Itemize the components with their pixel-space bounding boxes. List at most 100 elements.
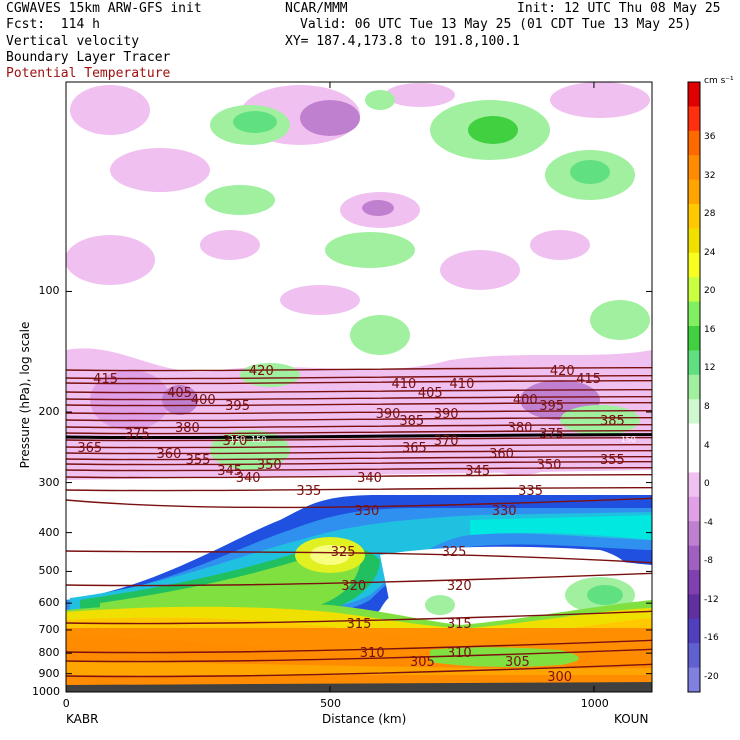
theta-contour-lines <box>66 366 652 678</box>
right-station-label: KOUN <box>614 712 649 726</box>
colorbar-label: -4 <box>704 517 713 528</box>
org-label: NCAR/MMM <box>285 1 348 16</box>
theta-contour <box>66 366 652 372</box>
blob <box>470 515 652 540</box>
blob <box>430 647 579 667</box>
model-title: CGWAVES 15km ARW-GFS init <box>6 1 202 16</box>
blob <box>550 82 650 118</box>
theta-contour <box>66 449 652 455</box>
contour-label: 370 <box>223 434 248 449</box>
contour-label: 340 <box>236 471 261 486</box>
blob <box>468 116 518 144</box>
colorbar-label: -12 <box>704 594 719 605</box>
y-tick-label: 600 <box>38 596 60 610</box>
contour-label: 385 <box>600 414 625 429</box>
contour-label: 150 <box>230 435 245 444</box>
colorbar-swatch <box>688 643 700 669</box>
contour-label: 305 <box>410 655 435 670</box>
x-tick-label: 1000 <box>580 697 609 710</box>
colorbar-label: 12 <box>704 363 716 374</box>
init-time: Init: 12 UTC Thu 08 May 25 <box>517 1 721 16</box>
field-vertical-velocity: Vertical velocity <box>6 34 140 49</box>
blob <box>233 111 277 133</box>
contour-label: 380 <box>508 421 533 436</box>
contour-label: 415 <box>93 372 118 387</box>
contour-label: 340 <box>357 471 382 486</box>
contour-label: 310 <box>360 646 385 661</box>
colorbar-frame <box>687 81 701 693</box>
colorbar-label: 4 <box>704 440 710 451</box>
contour-label: 365 <box>77 441 102 456</box>
colorbar-swatch <box>688 374 700 400</box>
theta-contour <box>66 486 652 492</box>
contour-label: 350 <box>537 458 562 473</box>
colorbar <box>687 81 701 693</box>
colorbar-swatch <box>688 252 700 278</box>
contour-label: 335 <box>518 484 543 499</box>
contour-label: 375 <box>539 427 564 442</box>
x-tick-label: 500 <box>320 697 342 710</box>
valid-time: Valid: 06 UTC Tue 13 May 25 (01 CDT Tue … <box>300 17 692 32</box>
colorbar-swatch <box>688 570 700 595</box>
contour-label: 350 <box>257 458 282 473</box>
colorbar-unit: cm s⁻¹ <box>704 76 734 86</box>
contour-label: 395 <box>539 399 564 414</box>
y-tick-label: 800 <box>38 646 60 660</box>
theta-contour <box>66 429 652 435</box>
contour-label: 320 <box>341 579 366 594</box>
theta-contour <box>66 550 652 564</box>
blob <box>70 85 150 135</box>
contour-label: 405 <box>418 386 443 401</box>
colorbar-label: 16 <box>704 324 716 335</box>
theta-contour <box>66 436 652 442</box>
contour-label: 420 <box>550 364 575 379</box>
blob <box>200 230 260 260</box>
colorbar-swatch <box>688 448 700 473</box>
blob <box>560 405 640 435</box>
blob <box>365 90 395 110</box>
contour-label: 415 <box>576 372 601 387</box>
colorbar-swatch <box>688 594 700 620</box>
colorbar-label: -20 <box>704 672 719 682</box>
colorbar-label: 28 <box>704 209 716 220</box>
theta-contour <box>66 455 652 461</box>
contour-label: 315 <box>347 617 372 632</box>
theta-contour <box>66 610 652 625</box>
colorbar-swatch <box>688 155 700 181</box>
contour-label: 310 <box>447 646 472 661</box>
x-axis-ticks <box>65 82 595 692</box>
theta-contour <box>66 663 652 678</box>
y-axis-title: Pressure (hPa), log scale <box>18 321 32 469</box>
contour-label: 365 <box>402 441 427 456</box>
contour-label: 325 <box>331 545 356 560</box>
theta-contour <box>66 473 652 479</box>
blob <box>300 100 360 136</box>
theta-contour <box>66 639 652 654</box>
colorbar-swatch <box>688 399 700 425</box>
colorbar-swatch <box>688 496 700 522</box>
colorbar-label: 0 <box>704 479 710 490</box>
blob <box>100 553 360 610</box>
field-boundary-layer: Boundary Layer Tracer <box>6 50 171 65</box>
contour-label: 330 <box>355 504 380 519</box>
blob <box>280 285 360 315</box>
theta-contour <box>66 423 652 429</box>
contour-label: 370 <box>434 434 459 449</box>
contour-label: 375 <box>125 427 150 442</box>
colorbar-swatch <box>688 130 700 156</box>
contour-label: 390 <box>376 407 401 422</box>
contour-label: 300 <box>547 670 572 685</box>
theta-contour <box>66 401 652 407</box>
contour-label: 405 <box>167 386 192 401</box>
blob <box>310 545 350 565</box>
theta-contour <box>66 379 652 385</box>
colorbar-swatch <box>688 228 700 254</box>
theta-contour <box>66 443 652 449</box>
theta-contour <box>66 497 652 509</box>
theta-contour <box>66 466 652 472</box>
contour-label: 390 <box>434 407 459 422</box>
y-tick-label: 900 <box>38 666 60 680</box>
field-potential-temperature: Potential Temperature <box>6 66 171 81</box>
colorbar-swatch <box>688 106 700 132</box>
